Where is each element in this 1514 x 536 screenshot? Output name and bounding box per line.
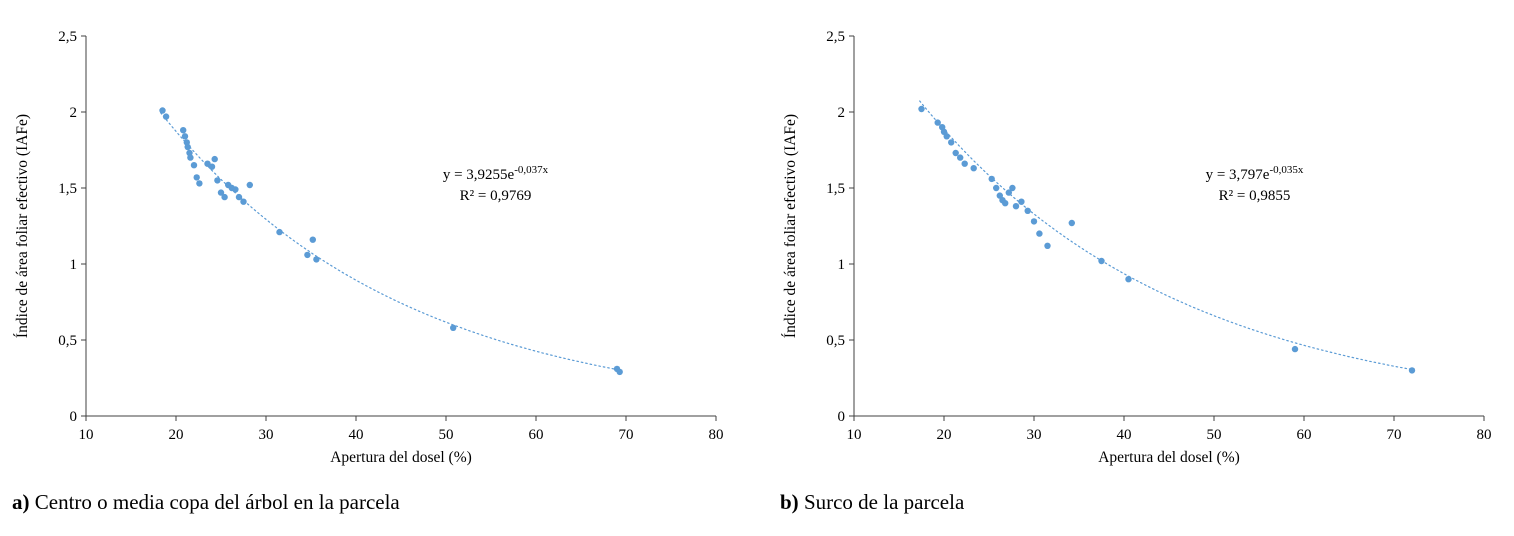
scatter-chart-b: 10 20 30 40 50 60 70 80 0 0,5 1 1,5 2 2,5 Apertura del… (782, 29, 1492, 466)
data-point (246, 181, 253, 189)
data-point (211, 155, 218, 163)
x-tick-label: 50 (439, 427, 454, 443)
trend-line (919, 100, 1414, 371)
data-point (961, 160, 968, 167)
data-point (993, 184, 1000, 192)
data-point (240, 198, 247, 205)
r-squared-label: R² = 0,9855 (1219, 188, 1291, 204)
y-tick-label: 0,5 (58, 333, 77, 349)
x-tick-label: 40 (349, 427, 364, 443)
data-point (1068, 219, 1075, 227)
x-axis-title: Apertura del dosel (%) (330, 449, 472, 466)
equation-label: y = 3,797e-0,035x (1206, 164, 1304, 183)
data-point (988, 175, 995, 183)
data-point (918, 105, 925, 113)
caption-a-text: Centro o media copa del árbol en la parc… (29, 490, 400, 514)
x-tick-label: 60 (1297, 427, 1312, 443)
data-point (313, 256, 320, 263)
data-point (1005, 189, 1012, 196)
data-point (187, 154, 194, 161)
data-point (304, 251, 311, 259)
caption-b-text: Surco de la parcela (798, 490, 965, 514)
data-point (196, 180, 203, 187)
data-point (1030, 218, 1038, 225)
data-point (616, 368, 623, 376)
data-point (1036, 230, 1043, 237)
chart-panel-b: 10 20 30 40 50 60 70 80 0 0,5 1 1,5 2 2,5 Apertura del… (778, 10, 1502, 536)
caption-a-prefix: a) (12, 490, 30, 514)
data-point (1002, 200, 1009, 207)
data-point (1291, 345, 1299, 353)
y-tick-label: 2 (838, 105, 846, 121)
x-tick-label: 30 (259, 427, 274, 443)
x-tick-label: 70 (619, 427, 634, 443)
data-point (1009, 184, 1016, 192)
data-point (450, 324, 457, 331)
data-point (1044, 242, 1051, 249)
x-tick-label: 50 (1207, 427, 1222, 443)
caption-b-prefix: b) (780, 490, 799, 514)
scatter-chart-a: 10 20 30 40 50 60 70 80 0 0,5 1 1,5 2 2,5 Apertura del… (14, 29, 724, 466)
r-squared-label: R² = 0,9769 (460, 188, 532, 204)
y-axis-title: Índice de área foliar efectivo (IAFe) (14, 114, 31, 338)
data-point (1024, 207, 1031, 214)
data-point (190, 162, 198, 169)
data-point (1125, 276, 1132, 283)
data-point (180, 127, 187, 134)
data-point (1098, 257, 1105, 265)
equation-label: y = 3,9255e-0,037x (443, 164, 549, 183)
data-point (952, 149, 959, 157)
x-tick-label: 60 (529, 427, 544, 443)
data-point (162, 113, 170, 120)
x-tick-label: 80 (1477, 427, 1492, 443)
y-tick-label: 0 (838, 409, 846, 425)
x-tick-label: 10 (847, 427, 862, 443)
y-tick-label: 0,5 (826, 333, 845, 349)
data-point (214, 177, 221, 184)
x-tick-label: 20 (169, 427, 184, 443)
y-tick-label: 1 (838, 257, 846, 273)
y-tick-label: 0 (70, 409, 78, 425)
data-point (943, 133, 950, 140)
chart-panel-a: 10 20 30 40 50 60 70 80 0 0,5 1 1,5 2 2,5 Apertura del… (10, 10, 734, 536)
data-point (1012, 203, 1020, 210)
x-tick-label: 30 (1027, 427, 1042, 443)
data-point (309, 236, 316, 243)
x-tick-label: 10 (79, 427, 94, 443)
y-tick-label: 2 (70, 105, 78, 121)
caption-a: a) Centro o media copa del árbol en la p… (10, 490, 734, 515)
y-tick-label: 1 (70, 257, 78, 273)
data-point (208, 163, 216, 170)
data-point (948, 139, 955, 146)
data-point (221, 193, 228, 201)
data-point (184, 143, 191, 151)
data-point (276, 228, 283, 236)
x-tick-label: 80 (709, 427, 724, 443)
trend-line (160, 112, 623, 371)
x-tick-label: 40 (1117, 427, 1132, 443)
data-point (970, 165, 977, 172)
data-point (235, 193, 243, 201)
data-point (934, 119, 941, 126)
x-tick-label: 20 (937, 427, 952, 443)
data-point (181, 133, 189, 140)
data-point (232, 186, 239, 193)
y-tick-label: 1,5 (58, 181, 77, 197)
data-point (1408, 367, 1416, 374)
data-point (957, 154, 964, 161)
data-point (193, 174, 200, 181)
x-axis-title: Apertura del dosel (%) (1098, 449, 1240, 466)
y-axis-title: Índice de área foliar efectivo (IAFe) (782, 114, 799, 338)
data-point (159, 107, 166, 114)
data-point (217, 189, 225, 196)
data-point (1018, 198, 1025, 205)
data-point (204, 160, 211, 167)
y-tick-label: 1,5 (826, 181, 845, 197)
x-tick-label: 70 (1387, 427, 1402, 443)
caption-b: b) Surco de la parcela (778, 490, 1502, 515)
y-tick-label: 2,5 (58, 29, 77, 45)
y-tick-label: 2,5 (826, 29, 845, 45)
